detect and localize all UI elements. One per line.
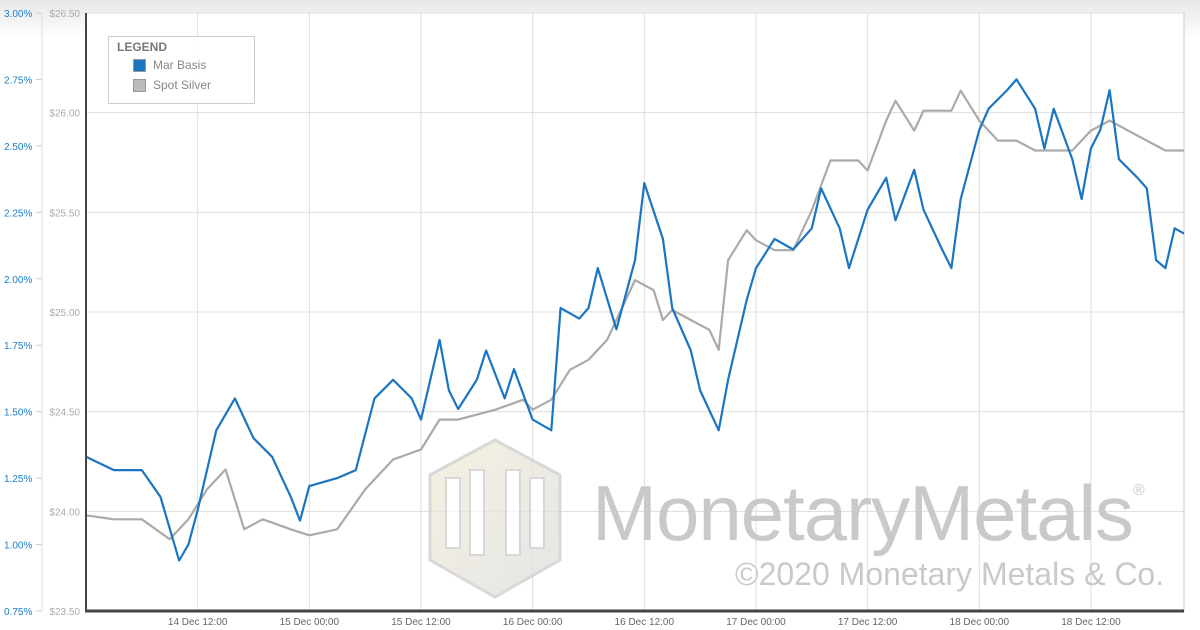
- legend-title: LEGEND: [117, 40, 168, 54]
- percent-tick-label: 2.75%: [4, 75, 32, 86]
- x-tick-label: 15 Dec 12:00: [391, 617, 451, 628]
- x-tick-label: 17 Dec 12:00: [838, 617, 898, 628]
- x-tick-label: 16 Dec 00:00: [503, 617, 563, 628]
- percent-tick-label: 2.00%: [4, 275, 32, 286]
- x-tick-label: 16 Dec 12:00: [615, 617, 675, 628]
- grid: [85, 12, 1185, 612]
- price-tick-label: $24.00: [49, 507, 80, 518]
- percent-tick-label: 3.00%: [4, 9, 32, 20]
- x-tick-label: 17 Dec 00:00: [726, 617, 786, 628]
- x-tick-label: 14 Dec 12:00: [168, 617, 228, 628]
- legend-item-spot-silver[interactable]: Spot Silver: [133, 78, 211, 92]
- x-tick-label: 15 Dec 00:00: [280, 617, 340, 628]
- legend: LEGEND Mar Basis Spot Silver: [108, 36, 255, 104]
- price-tick-label: $25.50: [49, 208, 80, 219]
- watermark-brand-text: MonetaryMetals: [592, 469, 1134, 557]
- legend-label-mar-basis: Mar Basis: [153, 58, 207, 72]
- percent-tick-label: 1.00%: [4, 541, 32, 552]
- percent-tick-label: 2.25%: [4, 208, 32, 219]
- percent-tick-label: 2.50%: [4, 142, 32, 153]
- x-tick-label: 18 Dec 00:00: [950, 617, 1010, 628]
- series-layer: [85, 78, 1185, 562]
- series-line-spot-silver: [85, 89, 1184, 541]
- legend-swatch-mar-basis: [133, 58, 146, 72]
- legend-swatch-spot-silver: [133, 78, 146, 92]
- percent-tick-label: 1.75%: [4, 341, 32, 352]
- percent-tick-label: 1.50%: [4, 408, 32, 419]
- price-tick-label: $23.50: [49, 607, 80, 618]
- price-tick-label: $25.00: [49, 308, 80, 319]
- series-line-mar-basis: [85, 78, 1185, 562]
- watermark-copyright: ©2020 Monetary Metals & Co.: [735, 556, 1165, 592]
- percent-tick-label: 1.25%: [4, 474, 32, 485]
- legend-item-mar-basis[interactable]: Mar Basis: [133, 58, 206, 72]
- watermark-registered: ®: [1132, 482, 1145, 499]
- watermark-brand: MonetaryMetals®: [592, 468, 1145, 559]
- watermark-logo: [428, 438, 562, 599]
- percent-tick-label: 0.75%: [4, 607, 32, 618]
- price-tick-label: $26.50: [49, 9, 80, 20]
- price-tick-label: $24.50: [49, 408, 80, 419]
- x-tick-label: 18 Dec 12:00: [1061, 617, 1121, 628]
- legend-label-spot-silver: Spot Silver: [153, 78, 212, 92]
- price-tick-label: $26.00: [49, 109, 80, 120]
- axes: $23.50 $24.00 $24.50 $25.00 $25.50 $26.00 $26.…: [4, 9, 1184, 628]
